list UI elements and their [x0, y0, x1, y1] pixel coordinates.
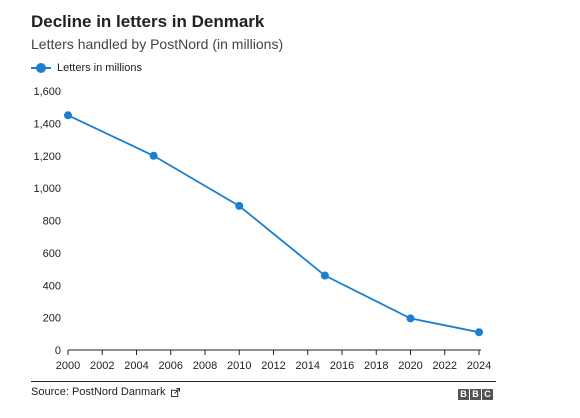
data-point [235, 201, 244, 210]
data-point [64, 111, 72, 120]
y-tick-label: 600 [43, 248, 61, 260]
external-link-icon [170, 387, 180, 397]
x-tick-label: 2002 [90, 360, 114, 372]
y-tick-label: 1,200 [33, 151, 61, 163]
legend-swatch [31, 63, 51, 73]
chart-title: Decline in letters in Denmark [31, 12, 265, 31]
source-note[interactable]: Source: PostNord Danmark [31, 386, 180, 398]
x-tick-label: 2020 [398, 360, 422, 372]
y-tick-label: 400 [43, 280, 61, 292]
x-tick-label: 2010 [227, 360, 251, 372]
logo-letter: B [470, 389, 481, 400]
logo-letter: C [482, 389, 493, 400]
legend-label: Letters in millions [57, 62, 142, 74]
y-tick-label: 1,600 [33, 86, 61, 98]
data-point [320, 271, 329, 280]
y-tick-label: 0 [55, 345, 61, 357]
x-tick-label: 2018 [364, 360, 388, 372]
x-tick-label: 2008 [193, 360, 217, 372]
y-tick-label: 800 [43, 216, 61, 228]
x-tick-label: 2006 [159, 360, 183, 372]
footer-divider [31, 381, 496, 382]
x-tick-label: 2012 [261, 360, 285, 372]
legend: Letters in millions [31, 62, 142, 74]
x-tick-label: 2024 [467, 360, 491, 372]
data-point [149, 151, 158, 160]
y-tick-label: 1,400 [33, 118, 61, 130]
y-tick-label: 200 [43, 313, 61, 325]
chart-subtitle: Letters handled by PostNord (in millions… [31, 36, 284, 52]
y-tick-label: 1,000 [33, 183, 61, 195]
x-tick-label: 2004 [124, 360, 148, 372]
x-tick-label: 2014 [296, 360, 320, 372]
data-point [406, 314, 415, 323]
x-tick-label: 2000 [56, 360, 80, 372]
logo-letter: B [458, 389, 469, 400]
x-tick-label: 2022 [433, 360, 457, 372]
x-tick-label: 2016 [330, 360, 354, 372]
data-point [475, 328, 483, 337]
bbc-logo: B B C [458, 389, 493, 400]
series-line [67, 114, 480, 334]
source-text: Source: PostNord Danmark [31, 386, 166, 398]
